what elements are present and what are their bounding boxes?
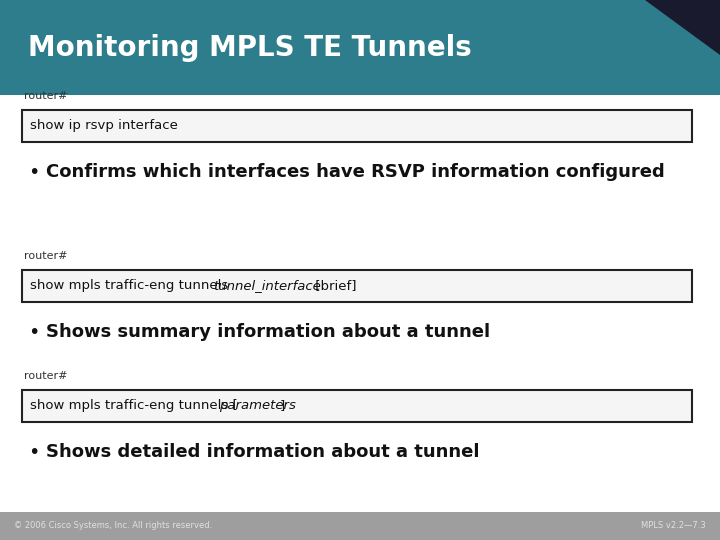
FancyBboxPatch shape (22, 110, 692, 142)
Text: Confirms which interfaces have RSVP information configured: Confirms which interfaces have RSVP info… (46, 163, 665, 181)
Bar (0, 0, 720, 95)
Text: router#: router# (24, 371, 68, 381)
Text: parameters: parameters (219, 400, 296, 413)
Text: [brief]: [brief] (310, 280, 356, 293)
Text: •: • (28, 442, 40, 462)
Text: •: • (28, 322, 40, 341)
Text: router#: router# (24, 251, 68, 261)
Text: Shows summary information about a tunnel: Shows summary information about a tunnel (46, 323, 490, 341)
Text: show ip rsvp interface: show ip rsvp interface (30, 119, 178, 132)
Text: show mpls traffic-eng tunnels: show mpls traffic-eng tunnels (30, 280, 233, 293)
Bar (0, 512, 720, 540)
Polygon shape (645, 0, 720, 55)
Text: ]: ] (280, 400, 285, 413)
Text: router#: router# (24, 91, 68, 101)
Text: Shows detailed information about a tunnel: Shows detailed information about a tunne… (46, 443, 480, 461)
Text: show mpls traffic-eng tunnels [: show mpls traffic-eng tunnels [ (30, 400, 238, 413)
Text: Monitoring MPLS TE Tunnels: Monitoring MPLS TE Tunnels (28, 33, 472, 62)
Text: tunnel_interface: tunnel_interface (213, 280, 320, 293)
Text: © 2006 Cisco Systems, Inc. All rights reserved.: © 2006 Cisco Systems, Inc. All rights re… (14, 522, 212, 530)
FancyBboxPatch shape (22, 390, 692, 422)
FancyBboxPatch shape (22, 270, 692, 302)
Text: •: • (28, 163, 40, 181)
Text: MPLS v2.2—7.3: MPLS v2.2—7.3 (642, 522, 706, 530)
